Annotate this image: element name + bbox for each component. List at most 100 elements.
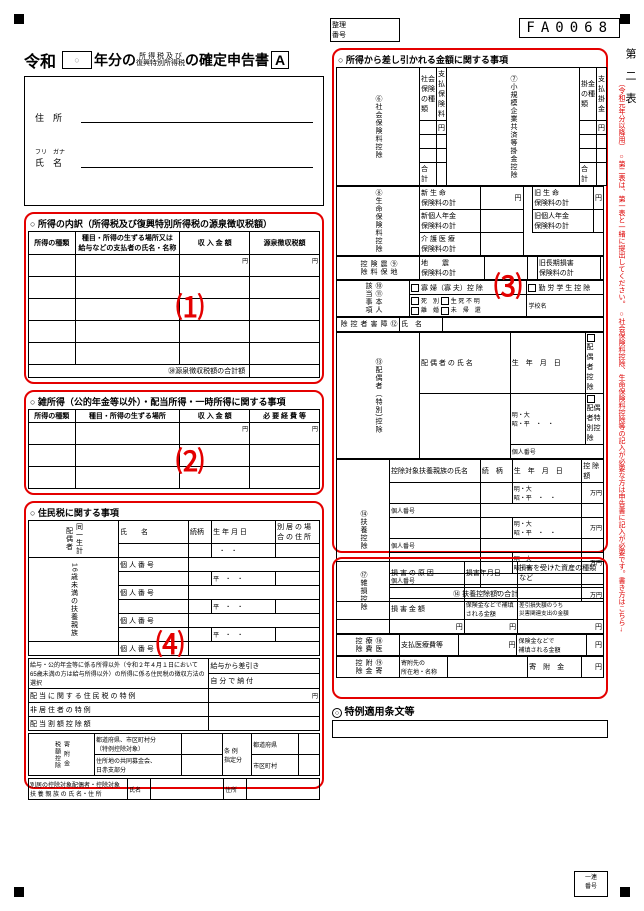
cell[interactable] [75, 445, 180, 467]
cell[interactable] [390, 517, 481, 538]
cell[interactable]: 万円 [582, 517, 604, 538]
name-field[interactable] [81, 156, 313, 168]
cell[interactable]: 円 [209, 689, 320, 703]
cell[interactable] [250, 299, 320, 321]
cell[interactable] [75, 277, 180, 299]
cell[interactable]: 明・大昭・平 ・ ・ [512, 482, 581, 503]
checkbox[interactable] [587, 334, 595, 342]
cell[interactable] [29, 321, 76, 343]
year-box[interactable]: ○ [62, 51, 92, 69]
cell[interactable] [580, 121, 597, 135]
cell[interactable] [119, 572, 189, 586]
total-cell[interactable] [250, 365, 320, 378]
cell[interactable] [442, 317, 603, 331]
cell[interactable] [75, 423, 180, 445]
cell[interactable]: 円 [586, 635, 603, 656]
cell[interactable] [437, 149, 447, 163]
cell[interactable] [29, 343, 76, 365]
cell[interactable] [75, 343, 180, 365]
cell[interactable]: 円 [597, 121, 607, 135]
cell[interactable] [75, 321, 180, 343]
cell[interactable] [597, 149, 607, 163]
cell[interactable] [390, 585, 465, 599]
cell[interactable] [75, 467, 180, 489]
cell[interactable]: 円 [518, 620, 604, 634]
checkbox[interactable] [587, 395, 595, 403]
cell[interactable] [188, 600, 211, 614]
cell[interactable]: 円 [390, 620, 465, 634]
checkbox[interactable] [411, 297, 419, 305]
option[interactable]: 給与から差引き [209, 659, 320, 674]
cell[interactable] [250, 445, 320, 467]
cell[interactable] [276, 600, 320, 614]
cell[interactable] [601, 257, 604, 280]
cell[interactable] [420, 121, 437, 135]
checkbox[interactable] [441, 307, 449, 315]
cell[interactable] [29, 299, 76, 321]
cell[interactable] [480, 503, 581, 517]
cell[interactable] [437, 163, 447, 186]
cell[interactable] [276, 628, 320, 642]
cell[interactable] [188, 586, 319, 600]
cell[interactable] [247, 779, 320, 800]
cell[interactable] [480, 482, 512, 503]
cell[interactable] [594, 210, 604, 233]
cell[interactable] [390, 482, 481, 503]
checkbox[interactable] [528, 284, 536, 292]
cell[interactable] [298, 755, 319, 776]
cell[interactable] [119, 544, 189, 558]
cell[interactable] [29, 445, 76, 467]
cell[interactable]: 平 ・ ・ [212, 572, 276, 586]
cell[interactable] [29, 255, 76, 277]
cell[interactable]: 円 [180, 255, 250, 277]
cell[interactable] [180, 343, 250, 365]
cell[interactable] [420, 135, 437, 149]
cell[interactable] [250, 321, 320, 343]
cell[interactable] [250, 343, 320, 365]
cell[interactable] [437, 135, 447, 149]
cell[interactable] [480, 517, 512, 538]
cell[interactable] [420, 149, 437, 163]
cell[interactable] [188, 572, 211, 586]
cell[interactable]: ・ ・ [212, 544, 276, 558]
cell[interactable] [580, 135, 597, 149]
cell[interactable]: 明・大昭・平 ・ ・ [510, 393, 585, 444]
cell[interactable] [276, 544, 320, 558]
cell[interactable] [29, 467, 76, 489]
cell[interactable]: 万円 [582, 482, 604, 503]
cell[interactable] [580, 149, 597, 163]
checkbox[interactable] [441, 297, 449, 305]
special-provision-field[interactable] [332, 720, 608, 738]
cell[interactable] [75, 299, 180, 321]
cell[interactable]: 平 ・ ・ [212, 600, 276, 614]
cell[interactable] [188, 642, 319, 656]
cell[interactable] [480, 210, 523, 233]
option[interactable]: 自 分 で 納 付 [209, 674, 320, 689]
cell[interactable]: 平 ・ ・ [212, 628, 276, 642]
cell[interactable] [188, 614, 319, 628]
cell[interactable] [75, 255, 180, 277]
cell[interactable]: 円 [437, 121, 447, 135]
cell[interactable] [119, 600, 189, 614]
cell[interactable]: 円 [594, 187, 604, 210]
cell[interactable] [250, 467, 320, 489]
cell[interactable] [188, 558, 319, 572]
cell[interactable] [29, 277, 76, 299]
cell[interactable] [188, 628, 211, 642]
cell[interactable] [597, 135, 607, 149]
cell[interactable] [182, 755, 223, 776]
cell[interactable] [182, 734, 223, 755]
cell[interactable] [518, 585, 604, 599]
cell[interactable]: 円 [250, 423, 320, 445]
checkbox[interactable] [411, 307, 419, 315]
cell[interactable] [298, 734, 319, 755]
cell[interactable] [29, 423, 76, 445]
cell[interactable] [420, 393, 511, 458]
cell[interactable]: ・ ・ [464, 585, 517, 599]
cell[interactable] [480, 233, 523, 256]
cell[interactable]: 円 [250, 255, 320, 277]
cell[interactable] [209, 703, 320, 717]
checkbox[interactable] [411, 284, 419, 292]
cell[interactable] [480, 538, 581, 552]
address-field[interactable] [81, 111, 313, 123]
